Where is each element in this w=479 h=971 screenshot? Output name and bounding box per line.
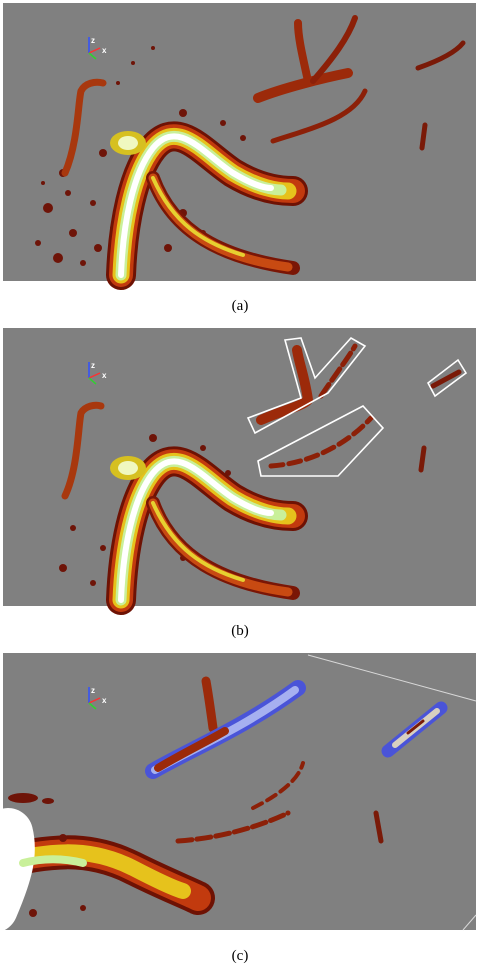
panel-c: z x (0, 653, 476, 930)
main-vessel (0, 833, 10, 908)
main-vessel (23, 859, 83, 863)
axis-label: x (102, 696, 107, 705)
page: z x (a) z x (b) (0, 0, 479, 971)
panel-b: z x (3, 328, 476, 606)
figure: z x (a) z x (b) (0, 0, 479, 971)
axis-label: x (102, 371, 107, 380)
axis-label: z (91, 36, 95, 45)
caption: (b) (231, 623, 249, 639)
caption: (a) (232, 298, 249, 314)
axis-label: x (102, 46, 107, 55)
render-background (3, 653, 476, 930)
caption: (c) (232, 948, 249, 964)
axis-label: z (91, 361, 95, 370)
axis-label: z (91, 686, 95, 695)
panel-a: z x (3, 3, 476, 281)
vessel (422, 125, 425, 148)
vessel (421, 448, 424, 470)
